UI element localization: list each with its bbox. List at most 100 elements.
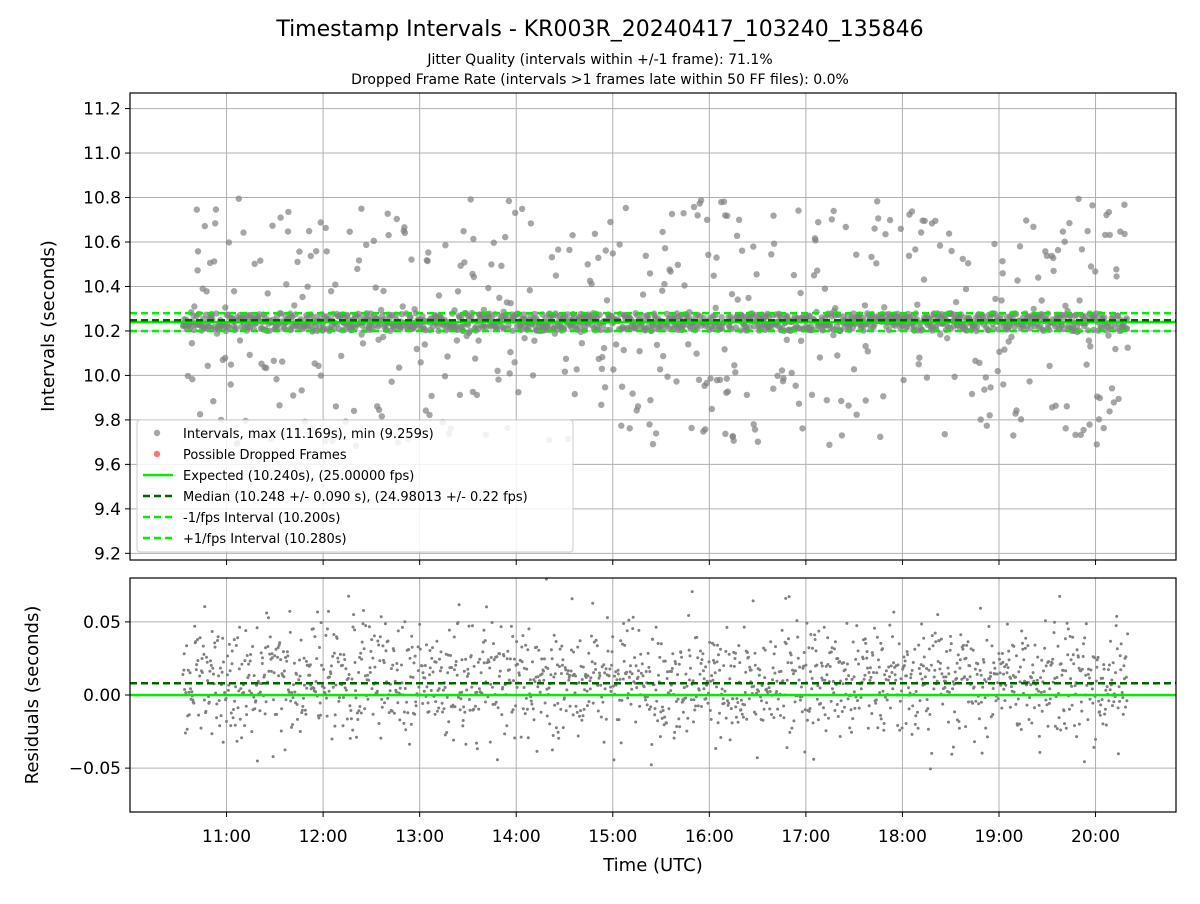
interval-point (317, 219, 324, 226)
interval-point (505, 322, 512, 329)
interval-point (467, 196, 474, 203)
residual-point (1027, 718, 1031, 721)
residual-point (951, 687, 955, 691)
residual-point (768, 707, 772, 711)
residual-point (879, 713, 882, 717)
residual-point (438, 669, 442, 673)
residual-point (577, 681, 581, 685)
residual-point (479, 671, 483, 675)
residual-point (1015, 654, 1018, 658)
residual-point (560, 663, 564, 667)
interval-point (728, 290, 736, 298)
residual-point (564, 709, 568, 713)
residual-point (349, 709, 353, 712)
residual-point (363, 707, 367, 711)
interval-point (393, 215, 400, 223)
residual-point (452, 738, 456, 742)
interval-point (962, 285, 970, 293)
residual-point (704, 697, 708, 701)
interval-point (323, 248, 330, 255)
residual-point (580, 678, 584, 681)
interval-point (688, 424, 695, 432)
residual-point (822, 706, 825, 710)
residual-point (1095, 665, 1099, 669)
residual-point (566, 672, 569, 676)
residual-point (1065, 621, 1069, 625)
residual-point (573, 691, 577, 695)
residual-point (234, 644, 238, 647)
interval-point (1030, 305, 1037, 313)
residual-point (811, 721, 815, 725)
interval-point (1121, 230, 1128, 238)
interval-point (417, 359, 424, 366)
residual-point (1022, 658, 1026, 662)
interval-point (686, 309, 693, 316)
interval-point (562, 355, 570, 362)
residual-point (722, 701, 726, 705)
residual-point (226, 688, 230, 692)
interval-point (616, 241, 623, 248)
interval-point (470, 235, 477, 243)
interval-point (285, 208, 292, 216)
interval-point (296, 248, 303, 255)
interval-point (908, 208, 916, 215)
residual-point (506, 649, 510, 653)
residual-point (464, 657, 468, 661)
residual-point (820, 661, 823, 665)
residual-point (666, 670, 669, 674)
residual-point (203, 605, 207, 609)
residual-point (1075, 648, 1079, 652)
residual-point (425, 643, 428, 647)
interval-point (421, 341, 428, 348)
residual-point (536, 685, 540, 689)
residual-point (687, 648, 691, 652)
residual-point (789, 653, 793, 657)
interval-point (944, 335, 951, 342)
residual-point (694, 704, 698, 708)
residual-point (336, 660, 340, 664)
residual-point (896, 724, 900, 727)
residual-point (279, 658, 283, 662)
residual-point (569, 648, 573, 652)
interval-point (753, 271, 760, 278)
residual-point (917, 643, 921, 647)
residual-point (687, 614, 691, 617)
residual-point (1007, 658, 1011, 662)
residual-point (271, 755, 275, 759)
residual-point (964, 656, 968, 660)
residual-point (760, 684, 764, 688)
residual-point (554, 726, 558, 730)
residual-point (654, 688, 658, 692)
residual-point (949, 642, 953, 646)
residual-point (736, 701, 740, 704)
residual-point (826, 663, 830, 666)
residual-point (1005, 671, 1009, 675)
interval-point (388, 378, 395, 385)
residual-point (843, 668, 847, 672)
residual-point (618, 698, 622, 702)
legend: Intervals, max (11.169s), min (9.259s) P… (136, 419, 574, 553)
interval-point (1077, 431, 1085, 439)
residual-point (697, 688, 701, 692)
residual-point (483, 639, 487, 643)
residual-point (423, 664, 427, 667)
interval-point (842, 223, 849, 231)
residual-point (1008, 705, 1012, 709)
residual-point (411, 675, 415, 679)
interval-point (277, 214, 284, 221)
residual-point (221, 740, 225, 744)
residual-point (611, 684, 615, 688)
residual-point (537, 648, 541, 652)
residual-point (243, 659, 247, 663)
residual-point (568, 673, 572, 677)
residual-point (622, 622, 626, 625)
residual-point (748, 665, 752, 669)
residual-point (872, 671, 875, 674)
residual-point (603, 671, 607, 675)
residual-point (579, 709, 582, 713)
residual-point (721, 697, 725, 701)
residual-point (731, 697, 735, 701)
residual-point (707, 660, 711, 664)
residual-point (441, 688, 445, 692)
